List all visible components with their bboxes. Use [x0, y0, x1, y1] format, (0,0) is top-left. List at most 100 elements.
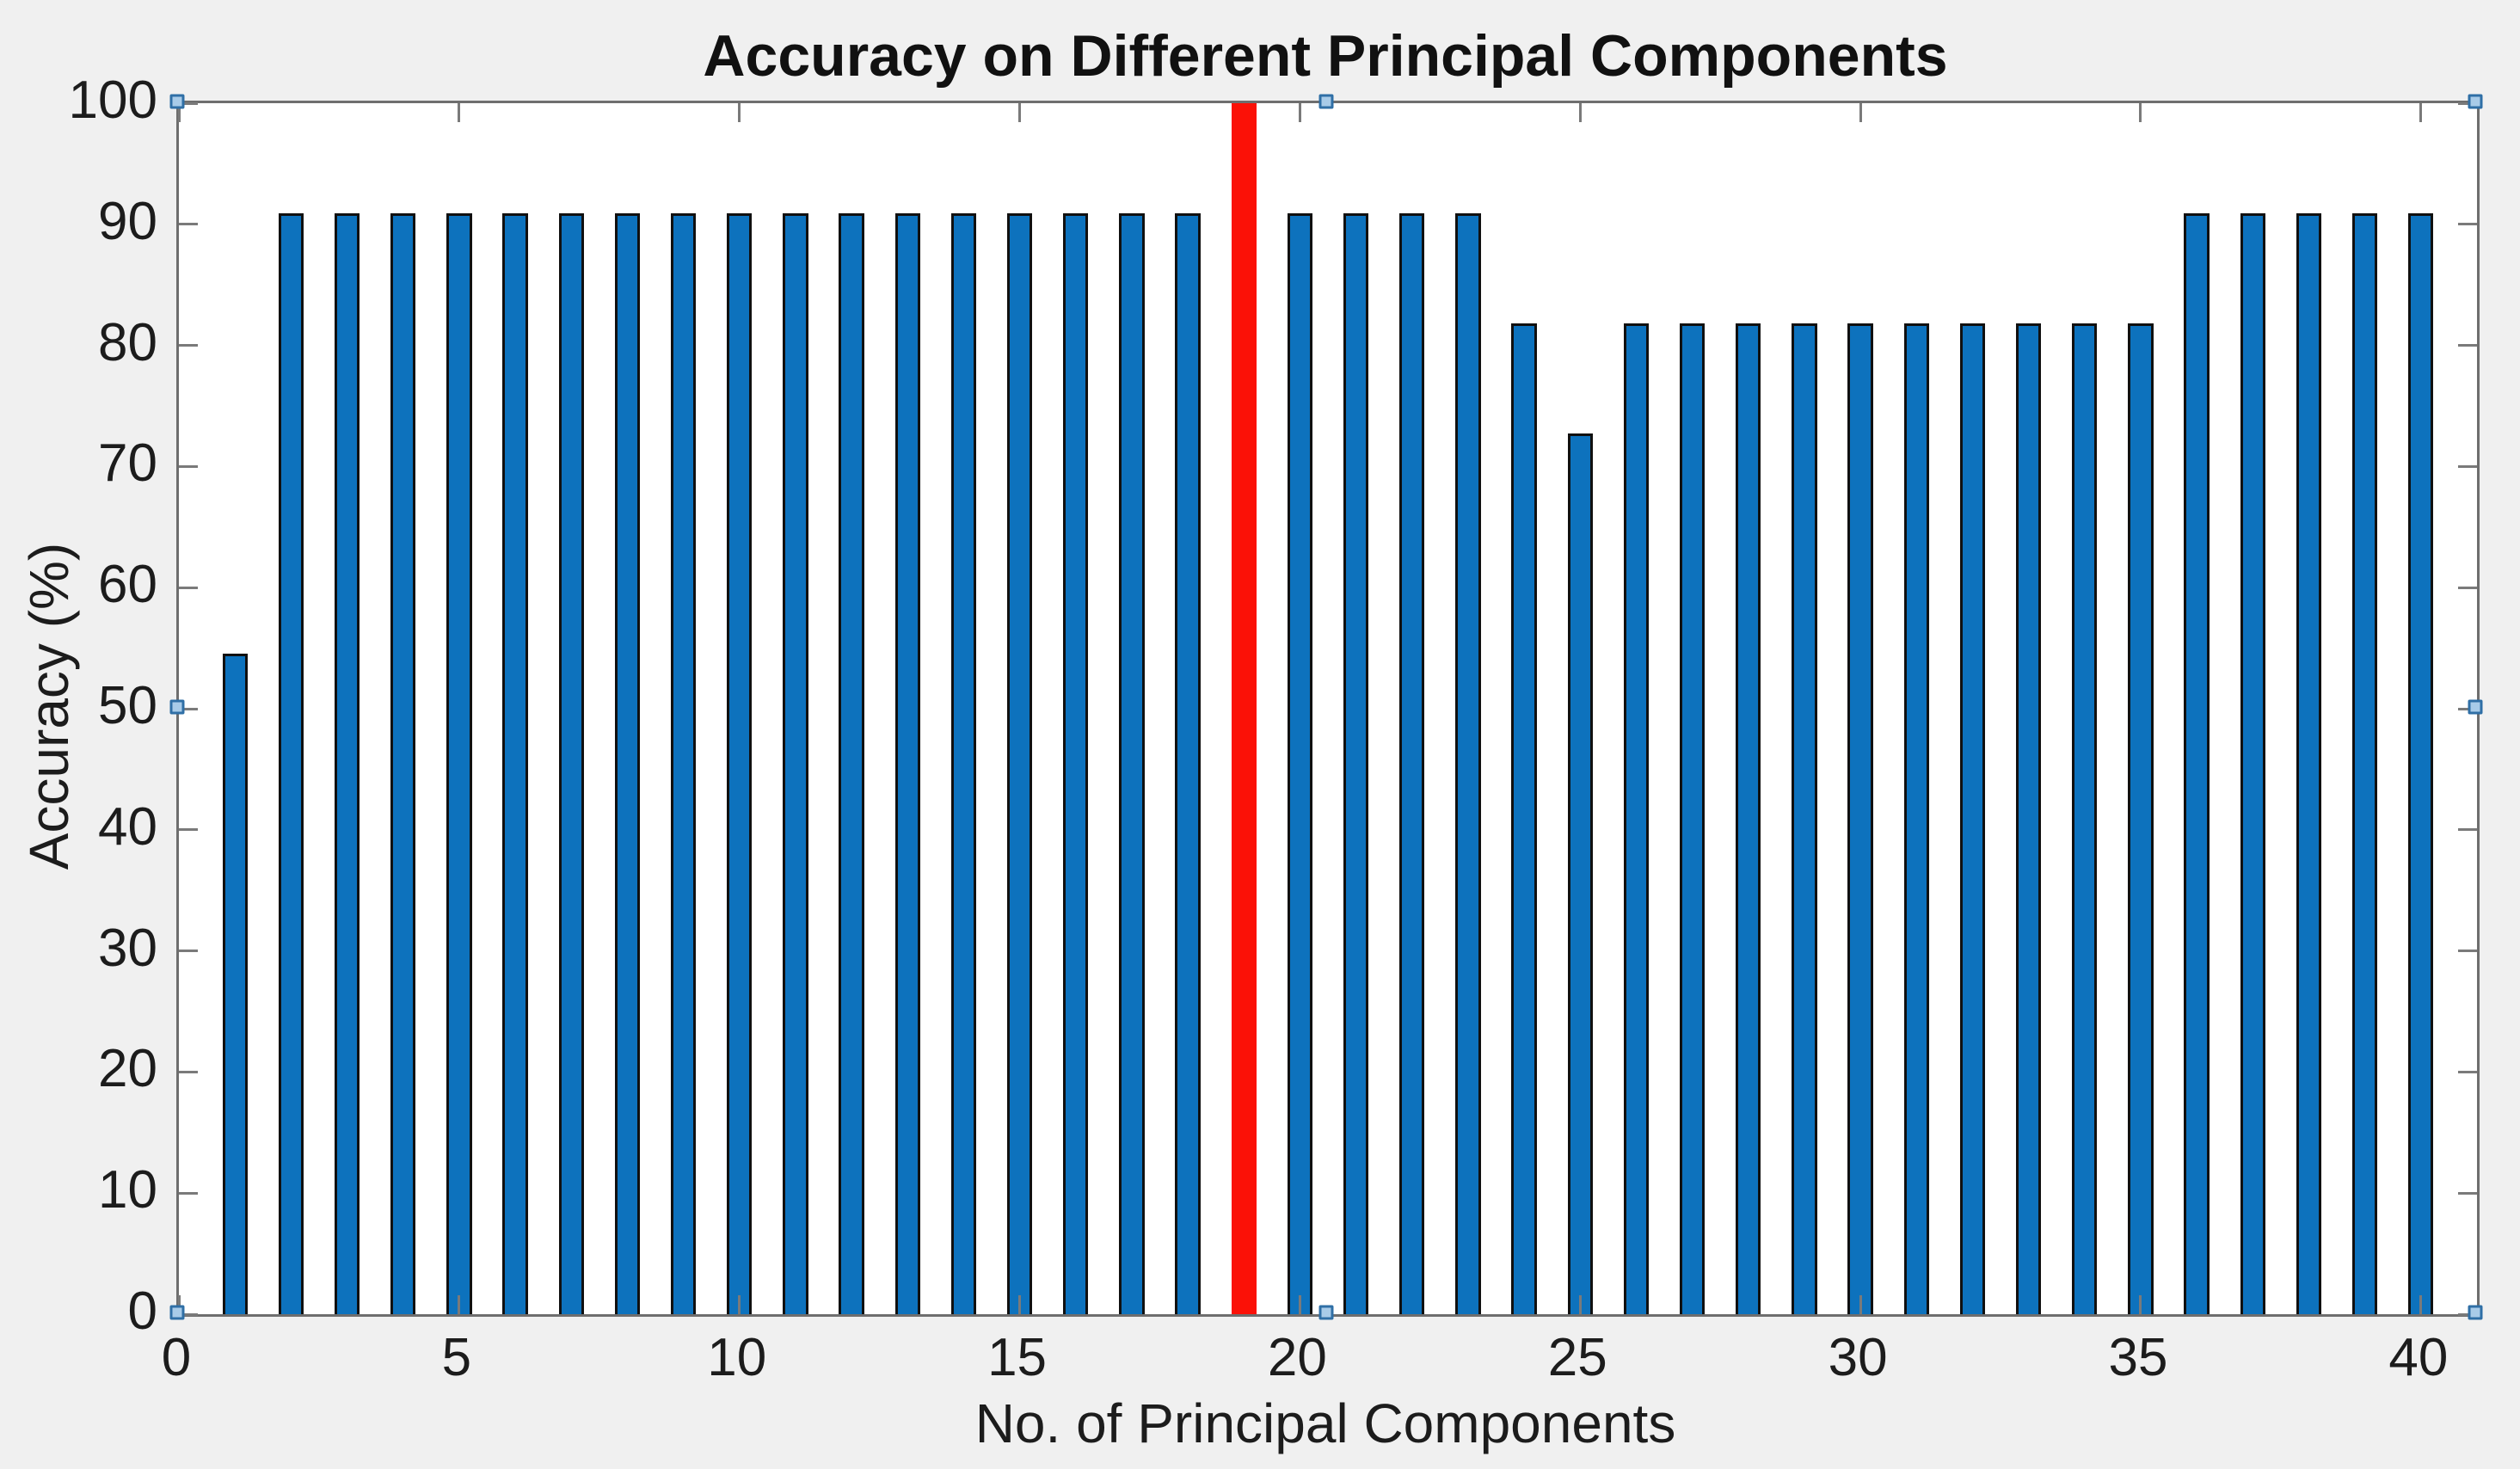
selection-handle-bottom-left[interactable] [169, 1305, 185, 1320]
x-tick-label: 15 [987, 1328, 1048, 1387]
bar-x26 [1623, 323, 1650, 1314]
y-tick-mark [179, 344, 198, 347]
x-tick-mark [2419, 1295, 2423, 1314]
y-tick-mark [2458, 1070, 2477, 1073]
selection-handle-bottom-center[interactable] [1318, 1305, 1334, 1320]
y-tick-label: 90 [98, 191, 157, 251]
x-tick-mark [2139, 103, 2142, 122]
x-tick-label: 0 [161, 1328, 192, 1387]
y-tick-mark [2458, 1191, 2477, 1195]
bar-x5 [446, 213, 472, 1314]
bar-x1 [222, 653, 248, 1314]
y-tick-mark [179, 464, 198, 468]
bar-x4 [390, 213, 416, 1314]
y-tick-mark [179, 707, 198, 710]
selection-handle-top-center[interactable] [1318, 94, 1334, 109]
bar-x33 [2015, 323, 2042, 1314]
selection-handle-top-right[interactable] [2468, 94, 2483, 109]
y-tick-mark [179, 101, 198, 105]
x-tick-mark [1859, 103, 1862, 122]
highlight-bar-x19 [1231, 103, 1257, 1314]
bar-x22 [1399, 213, 1425, 1314]
x-tick-label: 5 [441, 1328, 472, 1387]
x-tick-label: 10 [707, 1328, 767, 1387]
x-tick-mark [1298, 103, 1301, 122]
x-tick-mark [1298, 1295, 1301, 1314]
selection-handle-mid-left[interactable] [169, 699, 185, 715]
x-axis-label: No. of Principal Components [974, 1392, 1676, 1454]
bar-x25 [1567, 433, 1593, 1314]
bar-x20 [1287, 213, 1313, 1314]
y-tick-mark [2458, 828, 2477, 832]
bar-x30 [1847, 323, 1873, 1314]
x-tick-mark [177, 1295, 181, 1314]
y-tick-mark [2458, 707, 2477, 710]
bar-x23 [1455, 213, 1481, 1314]
y-tick-mark [179, 828, 198, 832]
y-tick-mark [179, 1312, 198, 1316]
y-tick-mark [179, 1070, 198, 1073]
y-tick-label: 50 [98, 676, 157, 735]
y-tick-mark [179, 950, 198, 953]
y-tick-mark [2458, 464, 2477, 468]
bar-x7 [558, 213, 584, 1314]
x-tick-mark [738, 1295, 741, 1314]
bar-x14 [950, 213, 977, 1314]
x-tick-label: 25 [1547, 1328, 1607, 1387]
x-tick-mark [2419, 103, 2423, 122]
y-tick-mark [2458, 101, 2477, 105]
bar-x16 [1063, 213, 1089, 1314]
bar-x32 [1959, 323, 1986, 1314]
x-tick-mark [738, 103, 741, 122]
y-tick-label: 40 [98, 796, 157, 857]
bar-x39 [2351, 213, 2378, 1314]
x-tick-mark [1578, 1295, 1582, 1314]
y-tick-label: 30 [98, 918, 157, 978]
y-tick-mark [2458, 950, 2477, 953]
y-tick-label: 100 [68, 71, 157, 130]
y-tick-label: 80 [98, 312, 157, 372]
x-tick-mark [1859, 1295, 1862, 1314]
bar-x13 [894, 213, 920, 1314]
x-tick-mark [177, 103, 181, 122]
bar-x2 [278, 213, 304, 1314]
y-tick-label: 0 [127, 1282, 157, 1341]
x-tick-mark [1018, 103, 1022, 122]
chart-title: Accuracy on Different Principal Componen… [703, 23, 1948, 89]
y-tick-label: 70 [98, 433, 157, 494]
y-tick-mark [179, 223, 198, 226]
x-tick-mark [458, 103, 461, 122]
bar-x8 [614, 213, 640, 1314]
x-tick-label: 30 [1828, 1328, 1888, 1387]
x-tick-mark [458, 1295, 461, 1314]
y-tick-label: 10 [98, 1160, 157, 1220]
selection-handle-bottom-right[interactable] [2468, 1305, 2483, 1320]
bar-x34 [2072, 323, 2098, 1314]
selection-handle-top-left[interactable] [169, 94, 185, 109]
bar-x9 [670, 213, 697, 1314]
y-tick-label: 20 [98, 1039, 157, 1099]
bar-x40 [2408, 213, 2434, 1314]
bar-x24 [1511, 323, 1537, 1314]
bar-x31 [1903, 323, 1929, 1314]
y-tick-mark [2458, 223, 2477, 226]
x-tick-mark [1018, 1295, 1022, 1314]
y-tick-mark [179, 1191, 198, 1195]
x-tick-label: 35 [2108, 1328, 2168, 1387]
y-tick-label: 60 [98, 555, 157, 615]
bar-x38 [2296, 213, 2322, 1314]
x-tick-mark [1578, 103, 1582, 122]
selection-handle-mid-right[interactable] [2468, 699, 2483, 715]
bar-x3 [334, 213, 360, 1314]
x-tick-label: 20 [1267, 1328, 1327, 1387]
plot-area [176, 101, 2480, 1317]
y-tick-mark [2458, 1312, 2477, 1316]
bar-x28 [1736, 323, 1761, 1314]
bar-x37 [2240, 213, 2265, 1314]
bar-x17 [1119, 213, 1145, 1314]
x-tick-mark [2139, 1295, 2142, 1314]
bar-x29 [1792, 323, 1817, 1314]
bar-x11 [783, 213, 808, 1314]
x-tick-label: 40 [2388, 1328, 2449, 1387]
